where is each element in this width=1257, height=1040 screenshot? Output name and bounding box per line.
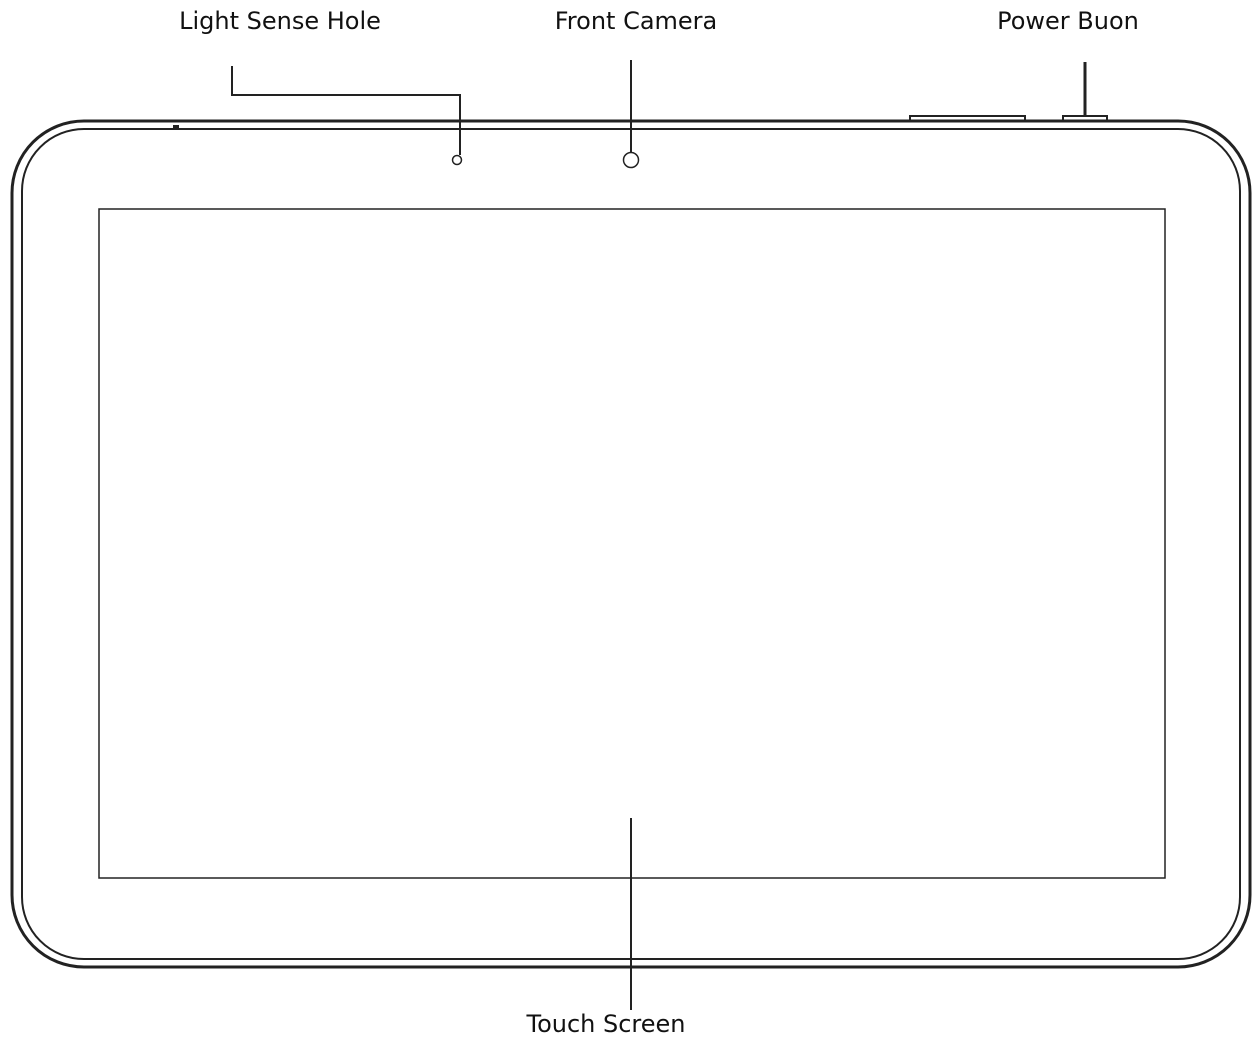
volume-button — [909, 115, 1026, 122]
callout-line — [231, 66, 461, 155]
mic-hole — [173, 125, 179, 130]
light-sensor — [451, 154, 463, 166]
label: Touch Screen — [525, 1010, 685, 1038]
touch-screen — [98, 208, 1166, 879]
front-camera — [622, 151, 640, 169]
label: Light Sense Hole — [179, 7, 381, 35]
label: Power Buon — [997, 7, 1139, 35]
label: Front Camera — [555, 7, 718, 35]
